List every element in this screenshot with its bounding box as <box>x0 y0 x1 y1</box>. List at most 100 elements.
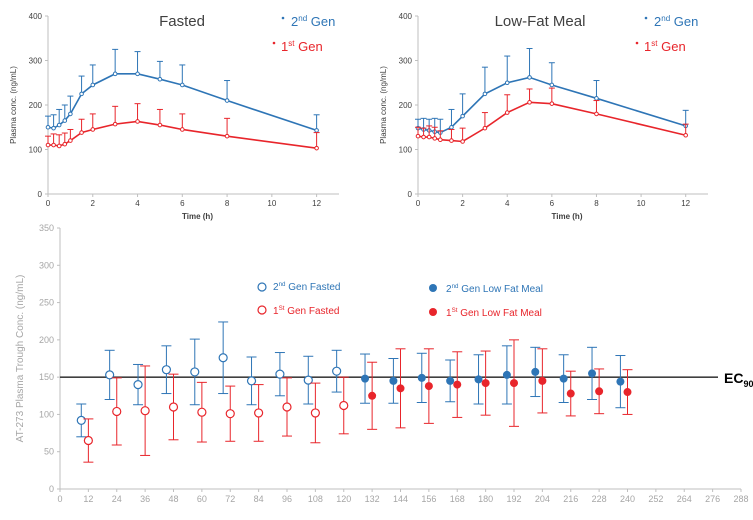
data-point-g2f <box>303 375 313 385</box>
data-point-g2f <box>133 380 143 390</box>
data-point-g2m <box>616 377 625 386</box>
legend-entry: 2nd Gen Low Fat Meal <box>446 283 543 295</box>
data-point-g2f <box>275 369 285 379</box>
x-tick-label: 8 <box>225 199 230 208</box>
y-tick-label: 200 <box>29 101 43 110</box>
data-point-g1m <box>453 380 462 389</box>
y-tick-label: 100 <box>39 409 54 419</box>
error-bar <box>548 62 555 85</box>
error-bar <box>156 108 163 126</box>
data-point <box>421 134 426 140</box>
error-bar <box>89 64 96 85</box>
series-line-gen1 <box>417 101 686 143</box>
data-point-g2f <box>246 376 257 386</box>
x-tick-label: 276 <box>705 494 720 504</box>
x-tick-label: 252 <box>648 494 663 504</box>
y-tick-label: 50 <box>44 447 54 457</box>
error-bar <box>67 95 74 114</box>
data-point <box>56 143 62 149</box>
legend-entry: 1St Gen Fasted <box>273 305 339 317</box>
x-axis-label: Time (h) <box>182 212 213 221</box>
error-bar <box>448 108 455 128</box>
x-tick-label: 96 <box>282 494 292 504</box>
x-tick-label: 0 <box>57 494 62 504</box>
x-tick-label: 192 <box>506 494 521 504</box>
data-point <box>594 96 599 101</box>
data-point <box>90 127 96 132</box>
legend-marker <box>429 284 437 292</box>
legend-entry: 1st Gen <box>281 39 323 54</box>
data-point <box>432 136 438 141</box>
x-tick-label: 2 <box>91 199 96 208</box>
x-tick-label: 48 <box>168 494 178 504</box>
data-point-g2m <box>446 376 455 385</box>
error-bar <box>313 114 320 131</box>
legend-marker <box>281 16 285 20</box>
data-point <box>45 142 51 148</box>
data-point-g2f <box>105 370 115 380</box>
error-bar <box>156 60 163 80</box>
error-bar <box>224 80 231 101</box>
data-point <box>79 91 84 97</box>
legend-entry: 1St Gen Low Fat Meal <box>446 307 542 319</box>
data-point <box>527 75 532 80</box>
data-point-g2m <box>502 370 511 379</box>
x-tick-label: 0 <box>416 199 421 208</box>
data-point-g1f <box>83 435 93 446</box>
x-tick-label: 288 <box>733 494 748 504</box>
y-tick-label: 0 <box>49 484 54 494</box>
error-bar <box>134 51 141 74</box>
data-point <box>112 71 118 77</box>
y-tick-label: 100 <box>399 146 413 155</box>
y-tick-label: 0 <box>408 190 413 199</box>
data-point-g1m <box>481 379 490 388</box>
legend-marker <box>257 305 267 315</box>
data-point <box>426 134 432 140</box>
y-axis-label: Plasma conc. (ng/mL) <box>379 66 388 144</box>
data-point <box>482 125 488 131</box>
data-point-g2f <box>161 365 172 375</box>
x-tick-label: 204 <box>535 494 550 504</box>
data-point-g1f <box>112 406 122 417</box>
data-point-g2m <box>474 375 483 384</box>
data-point <box>460 139 465 144</box>
ec90-label: EC90 <box>724 370 753 389</box>
data-point <box>438 137 443 143</box>
x-tick-label: 2 <box>460 199 465 208</box>
x-tick-label: 12 <box>312 199 321 208</box>
x-tick-label: 216 <box>563 494 578 504</box>
error-bar <box>179 113 186 130</box>
error-bar <box>548 87 555 104</box>
data-point <box>62 118 68 123</box>
data-point-g2m <box>389 376 398 385</box>
data-point <box>449 124 454 130</box>
x-tick-label: 168 <box>450 494 465 504</box>
data-point <box>449 138 454 143</box>
x-tick-label: 10 <box>267 199 276 208</box>
data-point-g1m <box>396 384 405 393</box>
x-tick-label: 6 <box>180 199 185 208</box>
data-point <box>504 110 510 115</box>
chart-title: Low-Fat Meal <box>495 13 586 30</box>
y-axis-label: Plasma conc. (ng/mL) <box>9 66 18 144</box>
data-point-g1f <box>140 406 150 416</box>
data-point <box>112 121 118 127</box>
y-tick-label: 300 <box>29 57 43 66</box>
data-point <box>549 101 555 106</box>
y-tick-label: 100 <box>29 146 43 155</box>
y-tick-label: 300 <box>399 57 413 66</box>
x-tick-label: 156 <box>421 494 436 504</box>
y-tick-label: 400 <box>29 12 43 21</box>
data-point <box>683 132 688 138</box>
data-point <box>51 125 56 131</box>
data-point <box>504 80 510 86</box>
data-point <box>68 111 73 117</box>
data-point <box>180 127 185 132</box>
error-bar <box>504 55 511 83</box>
error-bar <box>179 64 186 85</box>
x-tick-label: 4 <box>505 199 510 208</box>
x-tick-label: 4 <box>135 199 140 208</box>
error-bar <box>224 117 231 137</box>
x-tick-label: 144 <box>393 494 408 504</box>
